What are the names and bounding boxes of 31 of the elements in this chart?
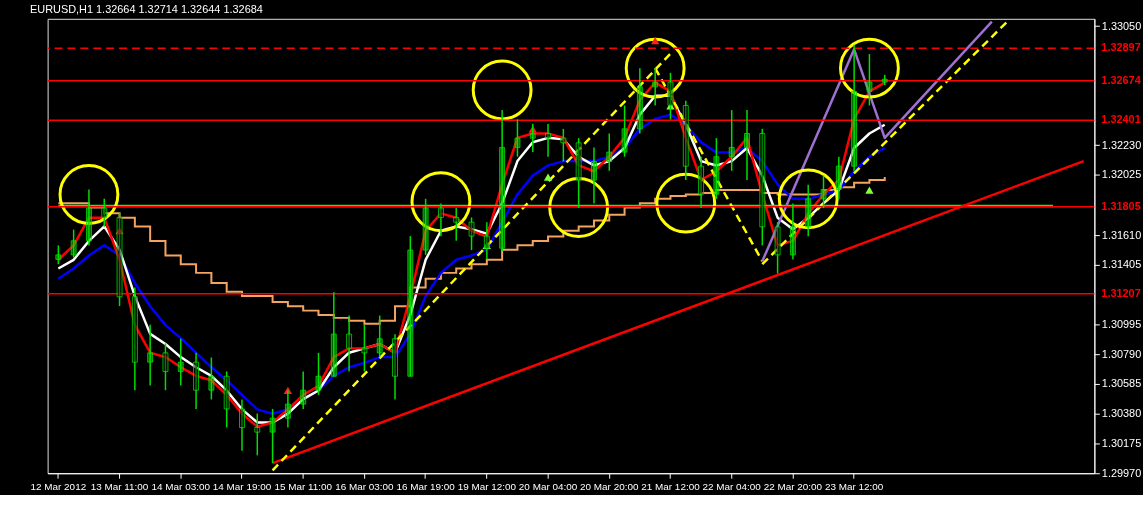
x-tick-label: 14 Mar 03:00 (151, 480, 211, 492)
x-tick-label: 16 Mar 19:00 (396, 480, 456, 492)
y-tick-label: 1.30585 (1101, 377, 1142, 390)
ref-line-label: 1.31805 (1101, 199, 1141, 212)
x-tick-label: 22 Mar 04:00 (702, 480, 762, 492)
chart-title: EURUSD,H1 1.32664 1.32714 1.32644 1.32684 (29, 2, 263, 15)
ref-line-label: 1.32674 (1101, 73, 1141, 86)
x-tick-label: 19 Mar 12:00 (457, 480, 517, 492)
y-tick-label: 1.29970 (1101, 466, 1142, 479)
y-tick-label: 1.30790 (1101, 347, 1142, 360)
x-tick-label: 14 Mar 19:00 (212, 480, 272, 492)
y-tick-label: 1.30995 (1101, 317, 1142, 330)
x-tick-label: 12 Mar 2012 (30, 480, 87, 492)
x-tick-label: 22 Mar 20:00 (763, 480, 823, 492)
x-tick-label: 20 Mar 04:00 (518, 480, 578, 492)
ref-line-label: 1.31207 (1101, 286, 1141, 299)
y-tick-label: 1.30175 (1101, 436, 1142, 449)
x-tick-label: 16 Mar 03:00 (335, 480, 395, 492)
y-tick-label: 1.31405 (1101, 258, 1142, 271)
x-tick-label: 13 Mar 11:00 (90, 480, 149, 492)
ref-line-label: 1.32401 (1101, 113, 1141, 126)
x-tick-label: 15 Mar 11:00 (274, 480, 333, 492)
y-tick-label: 1.32230 (1101, 138, 1142, 151)
x-tick-label: 23 Mar 12:00 (824, 480, 884, 492)
y-tick-label: 1.31610 (1101, 228, 1142, 241)
y-tick-label: 1.30380 (1101, 407, 1142, 420)
x-tick-label: 20 Mar 20:00 (580, 480, 639, 492)
y-tick-label: 1.32025 (1101, 168, 1142, 181)
ref-line-label: 1.32897 (1101, 41, 1141, 54)
x-tick-label: 21 Mar 12:00 (641, 480, 701, 492)
y-tick-label: 1.33050 (1101, 19, 1142, 32)
